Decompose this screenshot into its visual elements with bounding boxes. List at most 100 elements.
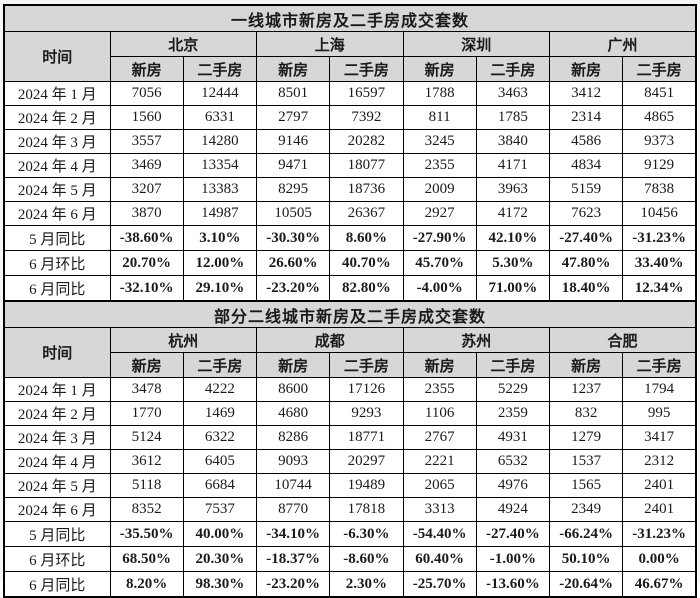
table-cell: 6684: [182, 473, 258, 498]
percentage-cell: -23.20%: [255, 275, 331, 302]
percentage-cell: -54.40%: [402, 521, 477, 547]
percentage-cell: 3.10%: [182, 225, 258, 251]
table-cell: 2401: [622, 473, 697, 498]
table-cell: 9471: [255, 153, 331, 178]
table-cell: 8286: [255, 425, 331, 450]
table-cell: 17818: [329, 497, 404, 522]
percentage-cell: -1.00%: [475, 546, 551, 572]
percentage-cell: 98.30%: [182, 571, 258, 598]
table-cell: 14987: [182, 201, 258, 226]
housing-tables-container: 一线城市新房及二手房成交套数 时间 北京 上海 深圳 广州 新房 二手房 新房 二手房 新房 二手房新…: [3, 4, 697, 598]
table-cell: 6532: [475, 449, 551, 474]
percentage-cell: -34.10%: [255, 521, 331, 547]
subcolumn-header: 二手房: [329, 56, 404, 82]
percentage-row: 6 月环比 20.70% 12.00% 26.60% 40.70% 45.70% 5.30%…: [3, 250, 697, 276]
subcolumn-header: 新房: [109, 352, 184, 378]
table-cell: 3612: [109, 449, 184, 474]
subcolumn-header: 新房: [255, 352, 331, 378]
table-cell: 2312: [622, 449, 697, 474]
percentage-row: 6 月同比 8.20% 98.30% -23.20% 2.30% -25.70% -13.6…: [3, 571, 697, 598]
table-cell: 10456: [622, 201, 697, 226]
table-cell: 3313: [402, 497, 477, 522]
table-cell: 8295: [255, 177, 331, 202]
city-header-4: 广州: [549, 31, 697, 57]
table-row: 2024 年 6 月 8352 7537 8770 17818 3313 4924 2349 2…: [3, 497, 697, 522]
page: 一线城市新房及二手房成交套数 时间 北京 上海 深圳 广州 新房 二手房 新房 二手房 新房 二手房新…: [3, 4, 697, 598]
subcolumn-header: 二手房: [475, 352, 551, 378]
time-column-header: 时间: [3, 31, 111, 82]
row-label-comparison: 6 月同比: [3, 275, 111, 302]
percentage-cell: -18.37%: [255, 546, 331, 572]
table-cell: 8770: [255, 497, 331, 522]
table-cell: 2797: [255, 105, 331, 130]
table-cell: 3245: [402, 129, 477, 154]
table-cell: 2314: [548, 105, 624, 130]
table-cell: 2221: [402, 449, 477, 474]
percentage-cell: 8.20%: [109, 571, 184, 598]
percentage-cell: 20.30%: [182, 546, 258, 572]
table-cell: 9293: [329, 401, 404, 426]
subcolumn-header: 二手房: [182, 352, 258, 378]
subcolumn-header: 新房: [109, 56, 184, 82]
subcolumn-header: 二手房: [475, 56, 551, 82]
table-row: 2024 年 6 月 3870 14987 10505 26367 2927 4172 762…: [3, 201, 697, 226]
tier1-cities-table: 一线城市新房及二手房成交套数 时间 北京 上海 深圳 广州 新房 二手房 新房 二手房 新房 二手房新…: [3, 4, 697, 302]
table-cell: 4865: [622, 105, 697, 130]
table-title: 部分二线城市新房及二手房成交套数: [3, 300, 697, 328]
percentage-cell: 40.00%: [182, 521, 258, 547]
table-cell: 10505: [255, 201, 331, 226]
table-cell: 2349: [548, 497, 624, 522]
row-label-comparison: 5 月同比: [3, 225, 111, 251]
table-cell: 6405: [182, 449, 258, 474]
table-cell: 3469: [109, 153, 184, 178]
table-cell: 8501: [255, 81, 331, 106]
table-cell: 9146: [255, 129, 331, 154]
table-cell: 4924: [475, 497, 551, 522]
table-cell: 2401: [622, 497, 697, 522]
table-cell: 18736: [329, 177, 404, 202]
percentage-cell: 2.30%: [329, 571, 404, 598]
percentage-cell: -32.10%: [109, 275, 184, 302]
table-cell: 8600: [255, 377, 331, 402]
table-title-row: 部分二线城市新房及二手房成交套数: [3, 300, 697, 328]
percentage-row: 5 月同比 -38.60% 3.10% -30.30% 8.60% -27.90% 42.1…: [3, 225, 697, 251]
row-label-month: 2024 年 5 月: [3, 177, 111, 202]
table-cell: 4834: [548, 153, 624, 178]
table-cell: 1785: [475, 105, 551, 130]
subcolumn-header: 新房: [402, 352, 477, 378]
table-cell: 3478: [109, 377, 184, 402]
table-cell: 4171: [475, 153, 551, 178]
table-cell: 3207: [109, 177, 184, 202]
table-cell: 5124: [109, 425, 184, 450]
table-cell: 4976: [475, 473, 551, 498]
row-label-comparison: 6 月环比: [3, 546, 111, 572]
row-label-month: 2024 年 5 月: [3, 473, 111, 498]
city-header-1: 杭州: [109, 327, 257, 353]
subcolumn-header: 二手房: [329, 352, 404, 378]
table-cell: 4586: [548, 129, 624, 154]
table-cell: 1537: [548, 449, 624, 474]
table-cell: 4931: [475, 425, 551, 450]
table-row: 2024 年 5 月 5118 6684 10744 19489 2065 4976 1565…: [3, 473, 697, 498]
table-cell: 1788: [402, 81, 477, 106]
table-cell: 4680: [255, 401, 331, 426]
table-cell: 6322: [182, 425, 258, 450]
city-header-2: 成都: [256, 327, 404, 353]
table-cell: 832: [548, 401, 624, 426]
percentage-cell: -27.40%: [475, 521, 551, 547]
table-cell: 3463: [475, 81, 551, 106]
subcolumn-header: 二手房: [622, 352, 697, 378]
percentage-cell: -4.00%: [402, 275, 477, 302]
table-row: 2024 年 4 月 3612 6405 9093 20297 2221 6532 1537 2…: [3, 449, 697, 474]
city-header-row: 时间 北京 上海 深圳 广州: [3, 31, 697, 82]
table-cell: 3840: [475, 129, 551, 154]
subcolumn-header: 二手房: [622, 56, 697, 82]
city-header-row: 时间 杭州 成都 苏州 合肥: [3, 327, 697, 378]
percentage-cell: 29.10%: [182, 275, 258, 302]
table-cell: 2009: [402, 177, 477, 202]
table-cell: 4172: [475, 201, 551, 226]
table-row: 2024 年 2 月 1770 1469 4680 9293 1106 2359 832 995: [3, 401, 697, 426]
table-cell: 7537: [182, 497, 258, 522]
subcolumn-header: 新房: [548, 56, 624, 82]
percentage-cell: -8.60%: [329, 546, 404, 572]
